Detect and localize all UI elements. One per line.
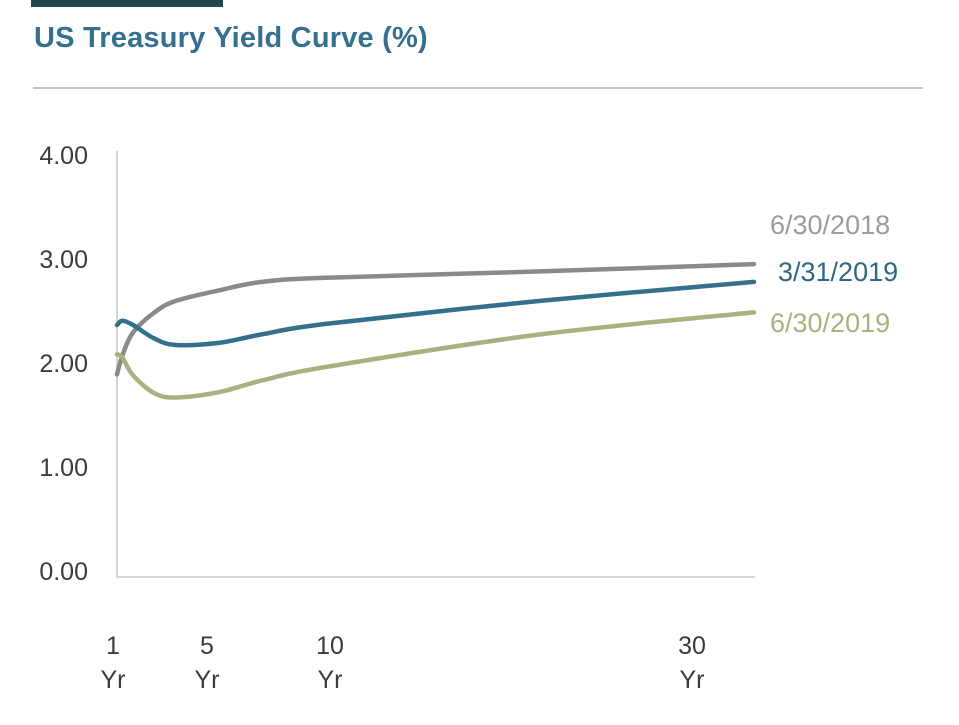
x-label-1yr-unit: Yr — [100, 666, 126, 694]
x-label-1yr-number: 1 — [106, 632, 120, 660]
plot-axes — [116, 151, 755, 578]
y-tick-2.00: 2.00 — [39, 350, 88, 378]
x-label-10yr-number: 10 — [316, 632, 344, 660]
x-label-5yr-number: 5 — [200, 632, 214, 660]
x-label-10yr: 10 Yr — [316, 629, 344, 697]
legend-label-6-30-2018: 6/30/2018 — [770, 210, 891, 240]
y-tick-0.00: 0.00 — [39, 558, 88, 586]
x-label-5yr-unit: Yr — [194, 666, 220, 694]
y-tick-4.00: 4.00 — [39, 142, 88, 170]
x-label-5yr: 5 Yr — [195, 629, 220, 697]
x-label-10yr-unit: Yr — [317, 666, 343, 694]
y-tick-3.00: 3.00 — [39, 246, 88, 274]
curve-3-31-2019 — [114, 279, 757, 348]
curve-6-30-2018 — [114, 261, 757, 377]
y-tick-1.00: 1.00 — [39, 454, 88, 482]
x-label-30yr-number: 30 — [678, 632, 706, 660]
title-divider — [33, 87, 923, 89]
page-title: US Treasury Yield Curve (%) — [34, 22, 428, 54]
x-label-30yr-unit: Yr — [679, 666, 705, 694]
x-label-1yr: 1 Yr — [101, 629, 126, 697]
legend-label-3-31-2019: 3/31/2019 — [778, 257, 899, 287]
curve-6-30-2019 — [114, 310, 757, 400]
x-label-30yr: 30 Yr — [678, 629, 706, 697]
legend-label-6-30-2019: 6/30/2019 — [770, 308, 891, 338]
top-cropped-bar — [31, 0, 223, 7]
